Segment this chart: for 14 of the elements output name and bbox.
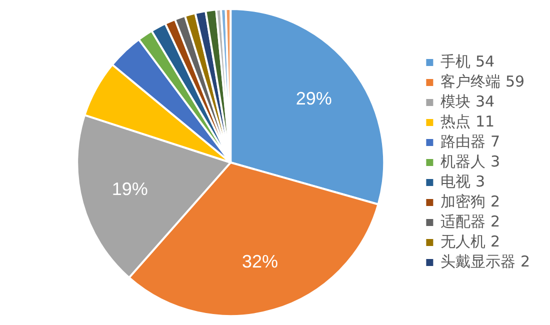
legend-label: 客户终端 59 xyxy=(440,72,525,90)
legend-label: 手机 54 xyxy=(440,52,495,70)
legend-label: 加密狗 2 xyxy=(440,192,500,210)
legend-label: 无人机 2 xyxy=(440,232,500,250)
legend-label: 模块 34 xyxy=(440,92,495,110)
legend-label: 路由器 7 xyxy=(440,132,500,150)
legend-label: 热点 11 xyxy=(440,112,495,130)
legend-label: 头戴显示器 2 xyxy=(440,252,530,270)
data-label: 32% xyxy=(242,252,278,272)
data-label: 29% xyxy=(296,88,332,109)
legend-label: 电视 3 xyxy=(440,172,485,190)
legend-label: 适配器 2 xyxy=(440,212,500,230)
data-label: 19% xyxy=(112,179,148,200)
legend-label: 机器人 3 xyxy=(440,152,500,170)
